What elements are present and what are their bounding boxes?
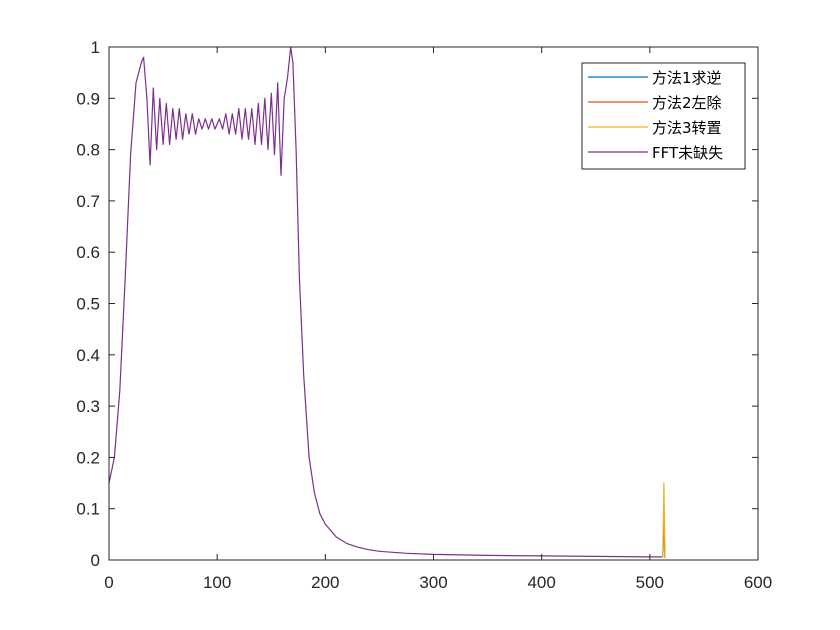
y-tick-label: 0.2	[76, 448, 100, 467]
legend-box	[581, 62, 746, 170]
y-tick-label: 0.8	[76, 141, 100, 160]
legend-label: FFT未缺失	[652, 144, 723, 162]
y-tick-label: 0.7	[76, 192, 100, 211]
y-tick-label: 0.3	[76, 397, 100, 416]
y-tick-label: 0.1	[76, 500, 100, 519]
series-layer	[108, 46, 666, 558]
x-tick-label: 400	[527, 573, 555, 592]
series-line-3	[661, 482, 666, 558]
y-tick-label: 1	[91, 38, 100, 57]
axes-layer: 0 100 200 300 400 500 600 0 0.1 0.2 0.3 0.4 0.5 0.6 0.…	[76, 38, 772, 592]
x-tick-label: 0	[104, 573, 113, 592]
y-tick-label: 0.9	[76, 89, 100, 108]
legend-label: 方法3转置	[652, 119, 722, 137]
legend-label: 方法1求逆	[652, 69, 722, 87]
y-tick-label: 0.5	[76, 295, 100, 314]
y-tick-label: 0.4	[76, 346, 100, 365]
x-tick-label: 600	[744, 573, 772, 592]
y-tick-label: 0	[91, 551, 100, 570]
y-tick-label: 0.6	[76, 243, 100, 262]
series-line-4	[108, 46, 662, 558]
legend-label: 方法2左除	[652, 94, 722, 112]
x-tick-label: 200	[311, 573, 339, 592]
x-tick-label: 100	[203, 573, 231, 592]
x-tick-label: 300	[419, 573, 447, 592]
x-tick-label: 500	[636, 573, 664, 592]
